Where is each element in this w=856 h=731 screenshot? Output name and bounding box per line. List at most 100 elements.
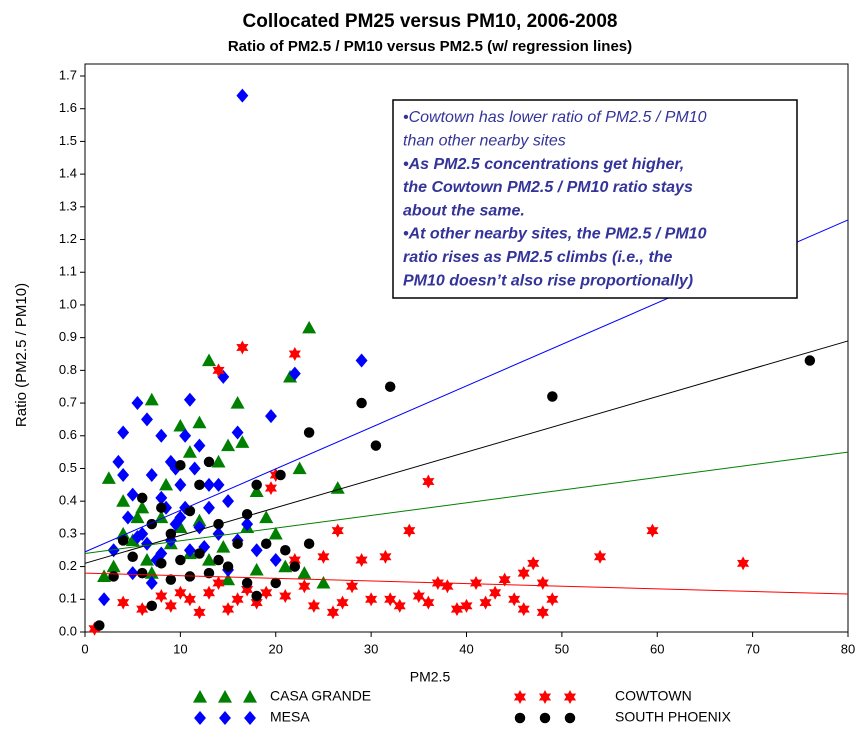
- marker-circle: [127, 551, 138, 563]
- marker-diamond: [265, 409, 277, 424]
- y-tick-label: 0.6: [59, 427, 77, 442]
- marker-triangle: [97, 569, 112, 582]
- legend-marker: [194, 711, 206, 725]
- y-tick-label: 1.1: [59, 264, 77, 279]
- marker-triangle: [283, 369, 298, 383]
- marker-star: [241, 582, 254, 597]
- y-tick-label: 0.3: [59, 525, 77, 540]
- marker-diamond: [183, 543, 196, 558]
- marker-star: [479, 595, 492, 610]
- marker-star: [422, 474, 435, 489]
- x-tick-label: 30: [364, 641, 378, 656]
- marker-diamond: [355, 353, 368, 368]
- marker-triangle: [268, 526, 283, 540]
- marker-star: [136, 602, 149, 617]
- marker-circle: [175, 459, 186, 471]
- annotation-box: [392, 99, 798, 299]
- y-tick-label: 0.7: [59, 394, 77, 409]
- x-tick-label: 60: [650, 641, 664, 656]
- marker-circle: [804, 355, 816, 366]
- y-tick-label: 0.1: [59, 591, 77, 606]
- marker-triangle: [316, 575, 331, 589]
- marker-diamond: [98, 592, 111, 607]
- annotation-line: PM10 doesn’t also rise proportionally): [403, 272, 693, 289]
- legend-marker: [539, 712, 551, 724]
- legend-label: CASA GRANDE: [270, 688, 371, 704]
- marker-circle: [194, 548, 205, 559]
- marker-diamond: [222, 494, 235, 509]
- marker-triangle: [211, 454, 226, 468]
- marker-diamond: [155, 490, 168, 505]
- marker-circle: [241, 577, 253, 589]
- legend-marker: [218, 690, 232, 703]
- marker-triangle: [101, 471, 116, 484]
- marker-circle: [108, 571, 119, 582]
- marker-circle: [213, 554, 224, 566]
- marker-triangle: [125, 533, 140, 547]
- y-axis-label: Ratio (PM2.5 / PM10): [13, 283, 30, 427]
- marker-triangle: [173, 520, 188, 533]
- chart-subtitle: Ratio of PM2.5 / PM10 versus PM2.5 (w/ r…: [228, 38, 632, 55]
- marker-triangle: [278, 559, 293, 573]
- marker-diamond: [126, 566, 139, 581]
- x-tick-label: 20: [269, 641, 283, 656]
- marker-star: [202, 585, 216, 600]
- y-tick-label: 0.0: [59, 623, 77, 638]
- marker-diamond: [174, 510, 187, 525]
- legend-marker: [563, 690, 577, 704]
- marker-star: [441, 579, 454, 594]
- marker-circle: [136, 492, 148, 504]
- annotation-line: ratio rises as PM2.5 climbs (i.e., the: [403, 249, 673, 266]
- y-tick-label: 1.2: [59, 231, 77, 246]
- marker-circle: [270, 577, 281, 589]
- marker-triangle: [330, 481, 345, 494]
- marker-star: [264, 481, 278, 496]
- marker-star: [365, 592, 378, 607]
- marker-star: [345, 579, 359, 594]
- regression-line: [84, 572, 849, 595]
- marker-circle: [356, 397, 367, 409]
- marker-star: [489, 585, 502, 600]
- marker-star: [517, 566, 530, 581]
- marker-diamond: [250, 543, 263, 558]
- marker-circle: [136, 567, 148, 579]
- marker-diamond: [174, 477, 187, 492]
- marker-triangle: [221, 438, 236, 452]
- marker-circle: [303, 427, 315, 438]
- marker-circle: [547, 391, 558, 402]
- marker-star: [546, 592, 559, 607]
- marker-triangle: [182, 445, 197, 458]
- marker-star: [403, 523, 416, 538]
- marker-diamond: [169, 517, 182, 532]
- marker-star: [288, 347, 301, 361]
- legend-marker: [538, 690, 552, 704]
- marker-star: [498, 572, 511, 587]
- marker-circle: [303, 538, 315, 549]
- marker-circle: [175, 554, 186, 566]
- legend-label: MESA: [270, 709, 310, 725]
- marker-diamond: [141, 412, 153, 427]
- marker-circle: [203, 456, 215, 468]
- x-tick-label: 50: [555, 641, 569, 656]
- marker-circle: [194, 479, 205, 491]
- marker-star: [250, 595, 263, 610]
- marker-diamond: [188, 461, 201, 476]
- marker-circle: [251, 479, 262, 491]
- marker-triangle: [249, 484, 264, 497]
- marker-circle: [203, 567, 215, 579]
- marker-star: [307, 598, 320, 613]
- marker-star: [737, 556, 750, 571]
- marker-circle: [156, 558, 167, 569]
- marker-circle: [165, 574, 177, 585]
- marker-diamond: [193, 438, 206, 453]
- marker-diamond: [288, 366, 301, 381]
- x-tick-label: 10: [173, 641, 187, 656]
- marker-diamond: [236, 88, 249, 103]
- marker-diamond: [155, 428, 168, 443]
- regression-line: [84, 451, 849, 555]
- marker-diamond: [150, 553, 163, 568]
- marker-diamond: [117, 425, 130, 440]
- marker-star: [536, 605, 549, 620]
- marker-triangle: [201, 553, 216, 566]
- marker-star: [646, 523, 659, 538]
